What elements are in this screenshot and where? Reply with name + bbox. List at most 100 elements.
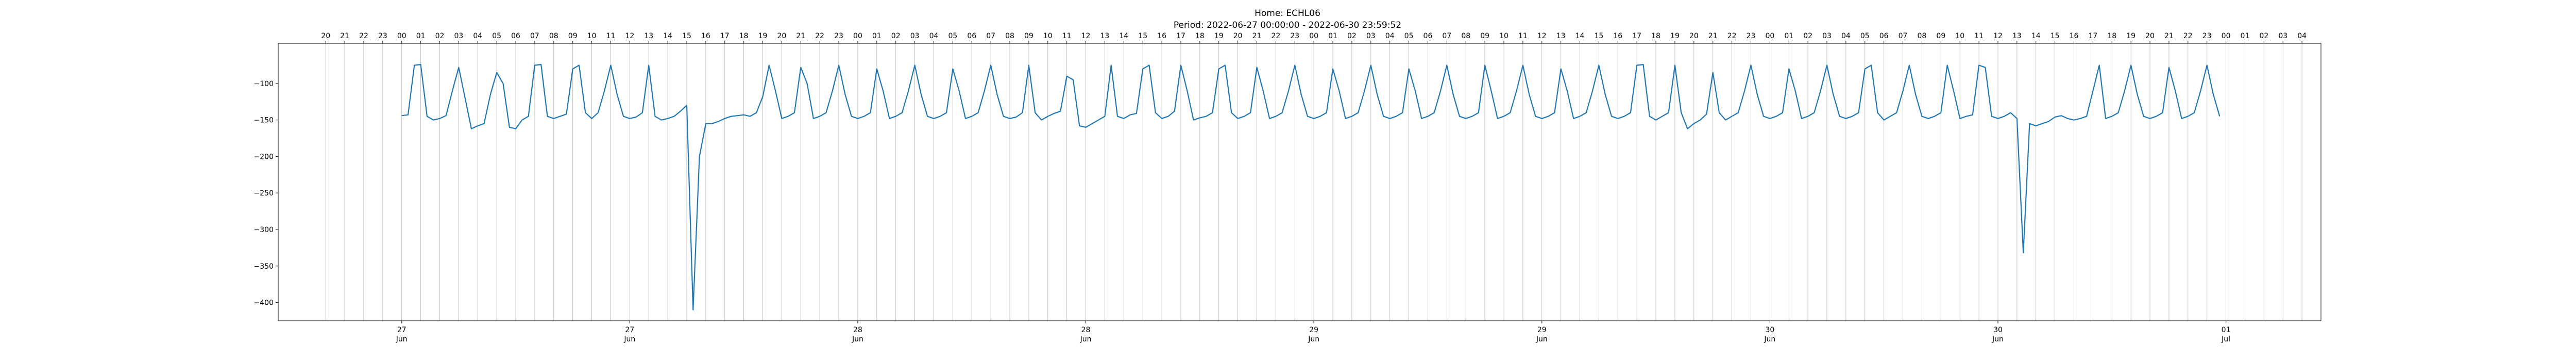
top-hour-label: 09 <box>1936 32 1945 40</box>
top-hour-label: 13 <box>644 32 653 40</box>
top-hour-label: 04 <box>473 32 482 40</box>
top-hour-label: 03 <box>454 32 463 40</box>
top-hour-label: 17 <box>1176 32 1185 40</box>
top-hour-label: 16 <box>1157 32 1166 40</box>
top-hour-label: 11 <box>606 32 616 40</box>
plot-frame <box>278 43 2321 321</box>
top-hour-label: 11 <box>1518 32 1528 40</box>
top-hour-label: 22 <box>815 32 824 40</box>
bottom-month-label: Jun <box>623 335 635 343</box>
top-hour-label: 17 <box>2088 32 2097 40</box>
top-hour-label: 10 <box>1499 32 1509 40</box>
top-hour-label: 14 <box>1119 32 1128 40</box>
top-hour-label: 14 <box>663 32 672 40</box>
y-tick-label: −300 <box>254 226 274 234</box>
top-hour-label: 00 <box>853 32 862 40</box>
top-hour-label: 08 <box>549 32 558 40</box>
top-hour-label: 11 <box>1974 32 1984 40</box>
y-tick-label: −350 <box>254 262 274 271</box>
top-hour-label: 18 <box>1651 32 1660 40</box>
bottom-month-label: Jun <box>852 335 863 343</box>
top-hour-label: 17 <box>1632 32 1641 40</box>
top-hour-label: 12 <box>1537 32 1547 40</box>
bottom-day-label: 28 <box>1081 326 1091 334</box>
top-hour-label: 12 <box>1081 32 1091 40</box>
top-hour-label: 02 <box>2259 32 2268 40</box>
bottom-day-label: 30 <box>1765 326 1774 334</box>
bottom-day-label: 27 <box>397 326 406 334</box>
top-hour-label: 10 <box>1043 32 1053 40</box>
bottom-month-label: Jun <box>1536 335 1548 343</box>
top-hour-label: 18 <box>1195 32 1205 40</box>
chart-title: Home: ECHL06 <box>1255 8 1320 19</box>
top-hour-label: 16 <box>701 32 710 40</box>
top-hour-label: 00 <box>397 32 406 40</box>
bottom-month-label: Jun <box>1764 335 1775 343</box>
y-axis: −100 −150 −200 −250 −300 −350 −400 <box>254 80 278 307</box>
top-hour-label: 07 <box>986 32 995 40</box>
top-hour-label: 07 <box>1899 32 1908 40</box>
y-tick-label: −150 <box>254 117 274 125</box>
bottom-date-axis: 27Jun27Jun28Jun28Jun29Jun29Jun30Jun30Jun… <box>396 321 2230 343</box>
top-hour-label: 02 <box>435 32 445 40</box>
top-hour-label: 16 <box>1613 32 1622 40</box>
top-hour-label: 20 <box>1689 32 1699 40</box>
top-hour-label: 08 <box>1918 32 1927 40</box>
top-hour-axis: 20 21 22 23 00 01 02 03 04 05 06 07 08 09 10 11 12 13 14 15… <box>321 32 2307 43</box>
top-hour-label: 16 <box>2070 32 2079 40</box>
top-hour-label: 05 <box>1860 32 1870 40</box>
top-hour-label: 04 <box>1841 32 1851 40</box>
top-hour-label: 01 <box>872 32 882 40</box>
top-hour-label: 23 <box>1747 32 1756 40</box>
chart-subtitle: Period: 2022-06-27 00:00:00 - 2022-06-30… <box>1174 20 1401 30</box>
top-hour-label: 21 <box>1252 32 1262 40</box>
top-hour-label: 05 <box>1404 32 1414 40</box>
top-hour-label: 05 <box>492 32 501 40</box>
top-hour-label: 09 <box>1480 32 1489 40</box>
top-hour-label: 22 <box>359 32 368 40</box>
series-layer <box>401 63 2221 310</box>
top-hour-label: 19 <box>1670 32 1680 40</box>
top-hour-label: 17 <box>720 32 730 40</box>
top-hour-label: 19 <box>1214 32 1224 40</box>
top-hour-label: 21 <box>796 32 805 40</box>
top-hour-label: 14 <box>1575 32 1585 40</box>
top-hour-label: 10 <box>1955 32 1964 40</box>
top-hour-label: 08 <box>1005 32 1014 40</box>
top-hour-label: 09 <box>568 32 578 40</box>
top-hour-label: 13 <box>1556 32 1566 40</box>
top-hour-label: 20 <box>2145 32 2155 40</box>
top-hour-label: 03 <box>1366 32 1376 40</box>
bottom-day-label: 27 <box>625 326 634 334</box>
top-hour-label: 00 <box>2222 32 2231 40</box>
top-hour-label: 11 <box>1062 32 1072 40</box>
top-hour-label: 23 <box>1290 32 1299 40</box>
top-hour-label: 21 <box>340 32 349 40</box>
top-hour-label: 02 <box>1347 32 1357 40</box>
bottom-day-label: 29 <box>1537 326 1547 334</box>
bottom-month-label: Jul <box>2221 335 2230 343</box>
top-hour-label: 15 <box>682 32 691 40</box>
y-tick-label: −200 <box>254 153 274 161</box>
top-hour-label: 13 <box>1100 32 1110 40</box>
top-hour-label: 05 <box>948 32 957 40</box>
top-hour-label: 23 <box>378 32 387 40</box>
top-hour-label: 07 <box>530 32 539 40</box>
top-hour-label: 06 <box>967 32 976 40</box>
top-hour-label: 12 <box>625 32 634 40</box>
x-grid-lines <box>325 43 2302 321</box>
top-hour-label: 23 <box>834 32 843 40</box>
top-hour-label: 01 <box>1328 32 1337 40</box>
top-hour-label: 07 <box>1442 32 1451 40</box>
top-hour-label: 06 <box>1879 32 1889 40</box>
bottom-day-label: 29 <box>1309 326 1318 334</box>
top-hour-label: 22 <box>1727 32 1737 40</box>
top-hour-label: 18 <box>2107 32 2116 40</box>
top-hour-label: 00 <box>1309 32 1318 40</box>
y-tick-label: −100 <box>254 80 274 88</box>
bottom-day-label: 30 <box>1993 326 2003 334</box>
top-hour-label: 09 <box>1024 32 1033 40</box>
top-hour-label: 04 <box>2297 32 2307 40</box>
top-hour-label: 02 <box>1803 32 1812 40</box>
